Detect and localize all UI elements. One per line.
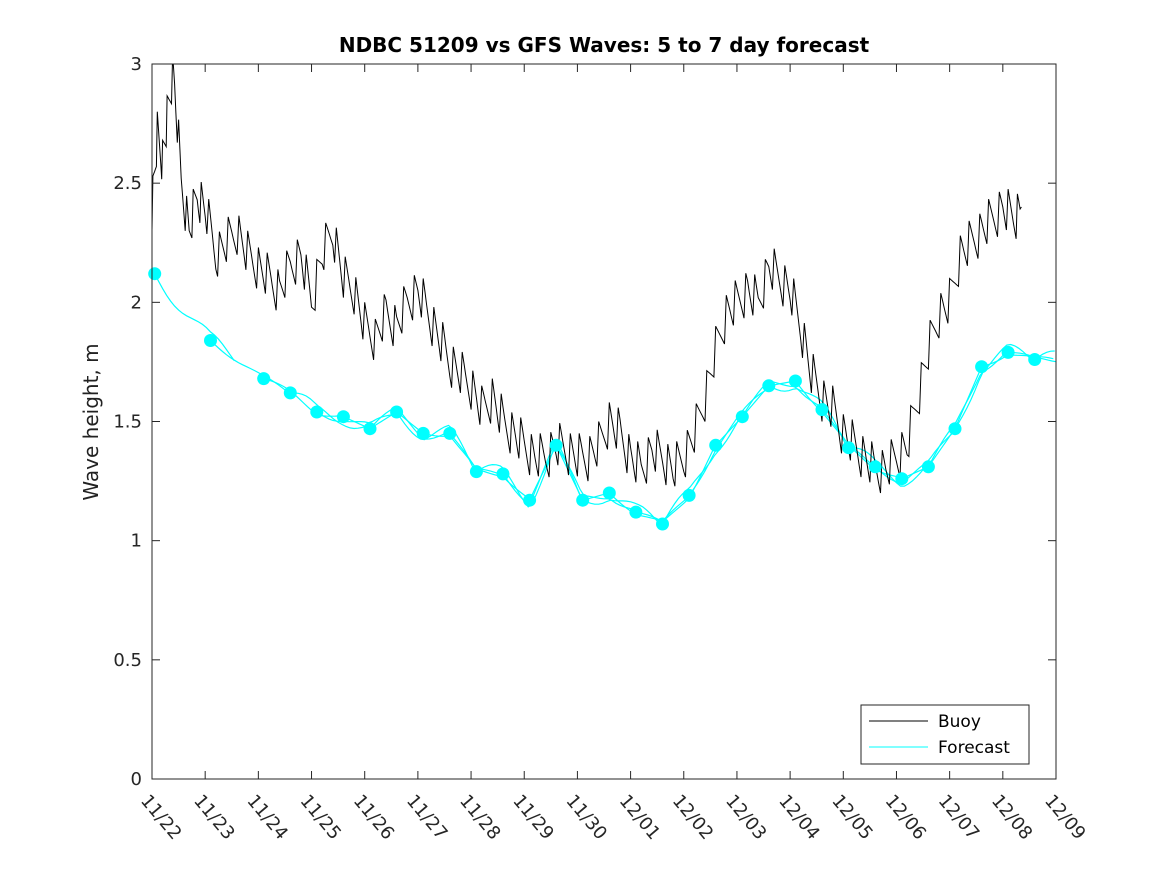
forecast-run-line [874,430,956,484]
forecast-run-line [688,387,770,496]
forecast-point [602,486,616,500]
y-axis-label: Wave height, m [79,343,103,500]
plot-area [152,64,1056,779]
forecast-point [656,517,669,531]
forecast-run-line [768,385,850,452]
forecast-point [948,422,962,436]
forecast-point [815,403,829,417]
y-tick-label: 0 [131,769,142,790]
forecast-point [842,441,856,455]
forecast-point [496,467,510,481]
legend-buoy-label: Buoy [938,712,981,732]
forecast-run-line [369,407,451,440]
forecast-point [921,460,935,474]
forecast-point [204,334,217,347]
forecast-run-line [529,447,610,501]
forecast-point [390,405,404,419]
forecast-point [868,460,882,474]
forecast-point [1001,345,1015,359]
forecast-markers [148,267,1042,531]
y-tick-label: 3 [131,54,142,75]
forecast-point [416,426,430,440]
forecast-point [469,465,483,479]
forecast-run-line [981,354,1054,368]
series-layer [151,63,1057,528]
y-tick-label: 0.5 [113,650,142,671]
forecast-run-line [954,343,1036,430]
forecast-run-line [476,441,557,508]
y-tick-label: 2 [131,292,142,313]
legend: Buoy Forecast [860,704,1030,765]
legend-forecast-label: Forecast [938,738,1010,758]
forecast-point [975,360,989,374]
y-tick-label: 1 [131,531,142,552]
forecast-point [257,372,271,386]
forecast-point [549,438,563,452]
forecast-run-line [343,412,424,434]
forecast-run-line [741,380,823,418]
forecast-point [629,505,643,519]
chart-title: NDBC 51209 vs GFS Waves: 5 to 7 day fore… [339,33,870,57]
y-tick-label: 1.5 [113,412,142,433]
forecast-point [148,267,162,281]
forecast-run-line [396,411,477,476]
forecast-run-line [555,444,637,511]
forecast-point [1028,353,1042,366]
forecast-point [363,422,377,436]
forecast-run-line [290,392,371,430]
forecast-point [336,410,350,424]
forecast-point [443,426,457,440]
forecast-run-line [661,413,743,525]
forecast-point [788,374,802,388]
buoy-line [151,63,1022,494]
y-axis: 0 0.5 1 1.5 2 2.5 3 [113,54,1056,790]
forecast-point [735,410,749,424]
forecast-point [709,438,723,452]
forecast-run-line [582,499,663,528]
forecast-run-line [608,492,690,522]
forecast-point [576,493,590,507]
forecast-run-line [316,411,397,424]
forecast-run-line [715,380,796,446]
forecast-run-line [927,349,1009,468]
forecast-run-line [423,432,504,476]
forecast-point [310,405,324,419]
forecast-point [682,488,696,502]
forecast-run-line [154,273,235,362]
forecast-point [762,379,776,393]
legend-box [860,704,1030,765]
forecast-point [895,472,909,486]
forecast-point [283,386,297,400]
forecast-point [523,493,537,507]
y-tick-label: 2.5 [113,173,142,194]
